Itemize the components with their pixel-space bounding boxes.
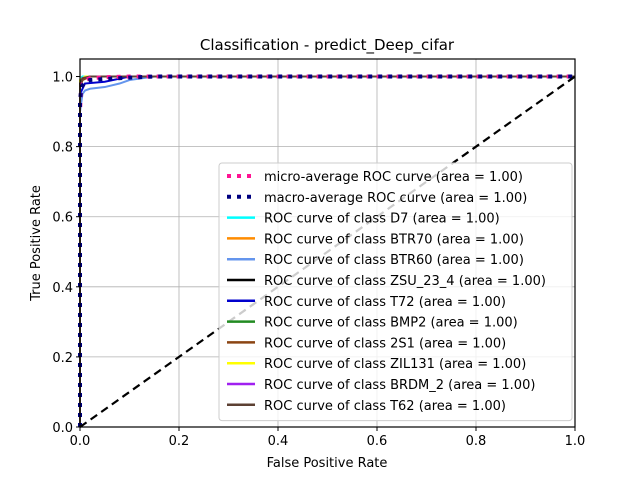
legend-label: ROC curve of class BTR70 (area = 1.00) [264, 232, 524, 247]
legend: micro-average ROC curve (area = 1.00) mac… [218, 162, 573, 422]
legend-label: ROC curve of class T72 (area = 1.00) [264, 295, 506, 310]
x-tick-label: 0.4 [268, 434, 289, 449]
y-tick-label: 0.8 [52, 141, 73, 156]
x-tick-label: 0.2 [169, 434, 190, 449]
legend-label: micro-average ROC curve (area = 1.00) [264, 170, 523, 185]
y-axis-label: True Positive Rate [29, 185, 44, 302]
axes-frame [79, 58, 576, 428]
legend-label: ROC curve of class BRDM_2 (area = 1.00) [264, 378, 535, 393]
legend-label: ROC curve of class 2S1 (area = 1.00) [264, 336, 506, 351]
y-tick-label: 0.2 [52, 351, 73, 366]
x-tick-label: 0.6 [367, 434, 388, 449]
x-tick-label: 1.0 [565, 434, 586, 449]
legend-label: macro-average ROC curve (area = 1.00) [264, 191, 527, 206]
x-tick-label: 0.8 [466, 434, 487, 449]
y-axis-ticks: 0.0 0.2 0.4 0.6 0.8 1.0 [52, 71, 80, 436]
y-tick-label: 0.0 [52, 421, 73, 436]
y-tick-label: 1.0 [52, 71, 73, 86]
x-tick-label: 0.0 [70, 434, 91, 449]
legend-label: ROC curve of class T62 (area = 1.00) [264, 399, 506, 414]
chart-title: Classification - predict_Deep_cifar [200, 36, 455, 55]
legend-label: ROC curve of class ZSU_23_4 (area = 1.00… [264, 274, 546, 289]
y-tick-label: 0.4 [52, 281, 73, 296]
legend-label: ROC curve of class D7 (area = 1.00) [264, 212, 500, 227]
x-axis-label: False Positive Rate [267, 456, 388, 471]
legend-label: ROC curve of class BMP2 (area = 1.00) [264, 316, 518, 331]
legend-box [218, 162, 573, 422]
x-axis-ticks: 0.0 0.2 0.4 0.6 0.8 1.0 [70, 427, 586, 449]
legend-label: ROC curve of class BTR60 (area = 1.00) [264, 253, 524, 268]
legend-label: ROC curve of class ZIL131 (area = 1.00) [264, 357, 526, 372]
y-tick-label: 0.6 [52, 211, 73, 226]
